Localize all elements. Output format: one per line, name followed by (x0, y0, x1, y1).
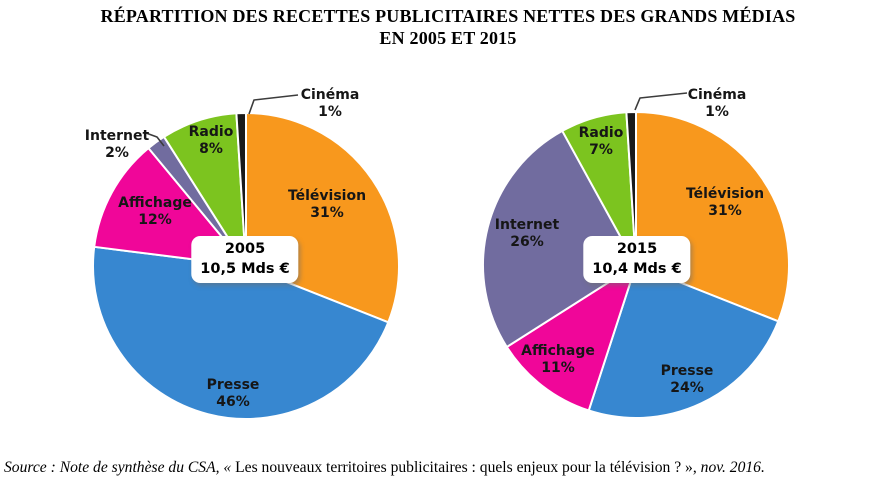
pie-2015-leader-cinema (634, 92, 688, 111)
pie-2015-slice-internet (482, 129, 637, 348)
pie-2005-total: 10,5 Mds € (200, 261, 290, 277)
pie-2015-label-radio: Radio 7% (579, 125, 624, 158)
pie-2005-label-radio: Radio 8% (189, 124, 234, 157)
source-caption-part3: nov. 2016. (700, 459, 765, 476)
pie-2015-slice-cinema (625, 110, 637, 266)
pie-2005-slice-cinema (235, 111, 247, 267)
pie-2015-label-presse: Presse 24% (661, 363, 714, 396)
pie-2015-slice-affichage (505, 264, 637, 412)
chart-title-line1: RÉPARTITION DES RECETTES PUBLICITAIRES N… (100, 6, 796, 26)
pie-2005-label-presse: Presse 46% (207, 377, 260, 410)
chart-title-line2: EN 2005 ET 2015 (379, 28, 517, 48)
pie-2005-label-cinema: Cinéma 1% (301, 87, 360, 120)
pie-2015-label-internet: Internet 26% (495, 217, 560, 250)
source-caption-part2: Les nouveaux territoires publicitaires :… (235, 459, 701, 476)
source-caption: Source : Note de synthèse du CSA, « Les … (4, 459, 894, 477)
chart-title: RÉPARTITION DES RECETTES PUBLICITAIRES N… (0, 5, 896, 49)
pie-2005-center-label: 2005 10,5 Mds € (191, 236, 299, 283)
pie-2015-label-television: Télévision 31% (686, 186, 764, 219)
pie-2015-label-cinema: Cinéma 1% (688, 87, 747, 120)
pie-2005-label-affichage: Affichage 12% (118, 195, 192, 228)
pie-2005-label-internet: Internet 2% (85, 128, 150, 161)
pie-2005-year: 2005 (224, 241, 266, 257)
pie-2015-total: 10,4 Mds € (592, 261, 682, 277)
pie-2005-leader-internet (145, 132, 165, 147)
pie-2015-slice-presse (587, 264, 780, 419)
pie-2015-label-affichage: Affichage 11% (521, 343, 595, 376)
source-caption-part1: Source : Note de synthèse du CSA, « (4, 459, 236, 476)
pie-2015-center-label: 2015 10,4 Mds € (583, 236, 691, 283)
pie-2015-year: 2015 (616, 241, 658, 257)
pie-2005-slice-presse (92, 245, 390, 420)
pie-2015: Télévision 31% Presse 24% Affichage 11% Intern… (482, 87, 790, 419)
pie-2005-leader-cinema (248, 94, 299, 115)
pie-2005-label-television: Télévision 31% (288, 188, 366, 221)
